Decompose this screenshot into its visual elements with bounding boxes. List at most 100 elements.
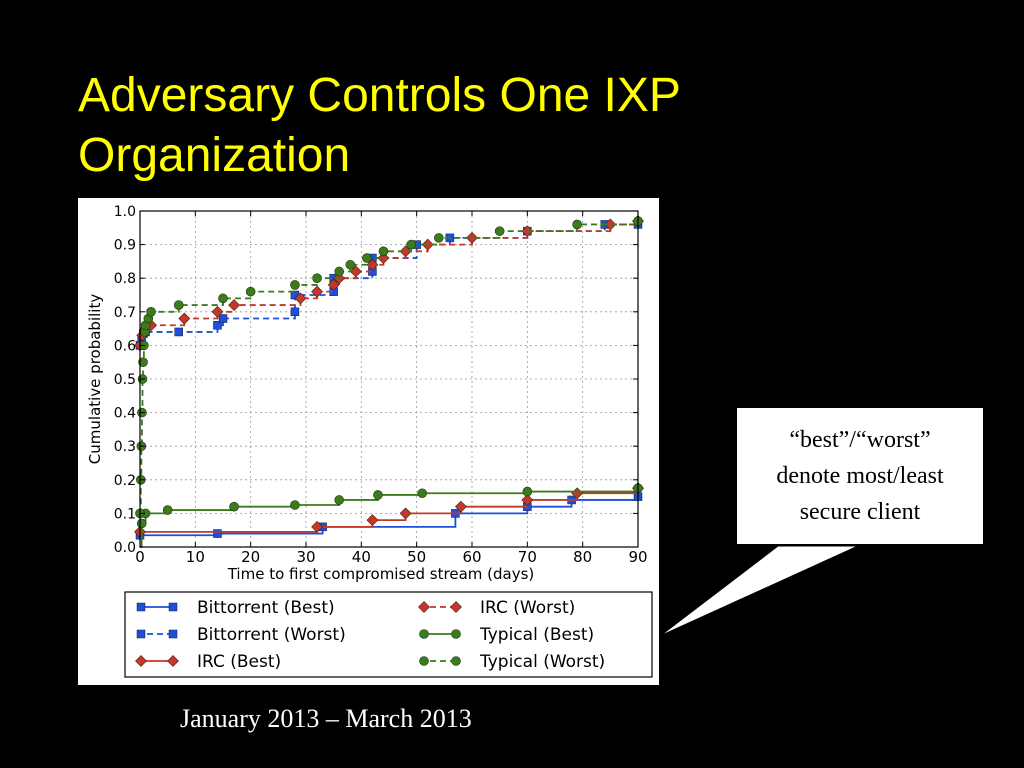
data-point [399,507,412,520]
data-point [211,305,224,318]
x-tick-label: 50 [407,548,426,566]
x-tick-label: 40 [352,548,371,566]
data-point [522,486,533,497]
data-point [229,501,239,512]
callout-line-3: secure client [799,499,921,525]
legend: Bittorrent (Best) IRC (Worst) Bittorrent (… [124,591,653,678]
data-point [213,320,222,330]
legend-label: IRC (Worst) [480,598,575,618]
y-tick-label: 0.1 [114,506,136,522]
date-range-caption: January 2013 – March 2013 [180,704,472,733]
data-point [138,357,148,367]
legend-marker [419,629,429,639]
data-point [421,238,434,251]
slide-title-line-2: Organization [78,129,351,182]
x-tick-label: 80 [573,548,592,566]
y-tick-label: 0.6 [114,338,136,354]
data-point [178,312,191,325]
data-point [294,292,307,305]
data-point [311,520,323,533]
data-point [218,314,228,323]
y-tick-label: 0.4 [114,406,136,422]
data-point [604,218,617,231]
y-axis-label: Cumulative probability [86,294,104,465]
legend-item: Bittorrent (Best) [136,598,335,618]
data-point [572,219,582,230]
data-point [290,307,300,317]
data-point [173,300,184,310]
legend-marker [451,629,461,639]
chart-panel: 0 10 20 30 40 50 60 70 80 90 0.0 0.1 0.2 0.3 0.4 0.5 0.6… [78,198,659,685]
legend-item: IRC (Best) [135,652,281,672]
legend-marker [451,656,461,666]
data-point [146,307,156,317]
y-tick-label: 0.3 [114,439,136,455]
x-tick-label: 60 [462,548,481,566]
legend-marker [136,629,146,639]
legend-item: Typical (Worst) [419,652,605,672]
series-3 [134,482,644,538]
legend-marker [135,655,147,667]
data-point [290,280,300,290]
y-tick-label: 1.0 [114,204,136,220]
data-point [521,225,534,238]
data-point [290,500,300,510]
legend-marker [168,629,178,639]
legend-item: Bittorrent (Worst) [136,625,346,645]
callout-line-2: denote most/least [776,463,944,489]
legend-marker [168,602,178,612]
legend-label: Bittorrent (Best) [197,598,335,618]
y-tick-label: 0.0 [114,540,136,556]
data-point [218,293,228,304]
legend-label: Bittorrent (Worst) [197,625,346,645]
legend-marker [418,601,430,613]
legend-marker [419,656,429,666]
callout-text: “best”/“worst” denote most/least secure … [768,422,951,530]
y-tick-label: 0.2 [114,473,136,489]
tick-labels: 0 10 20 30 40 50 60 70 80 90 0.0 0.1 0.2 0.3 0.4 0.5 0.6… [114,204,648,566]
data-point [213,529,222,538]
series-line [140,221,639,347]
legend-label: IRC (Best) [197,652,281,672]
slide-title: Adversary Controls One IXP Organization [78,66,978,186]
series-line [140,223,638,347]
legend-item: Typical (Best) [419,625,594,645]
data-point [162,505,173,515]
y-tick-label: 0.7 [114,305,136,321]
data-point [417,488,428,499]
legend-marker [167,655,179,667]
data-point [466,231,478,244]
data-point [373,490,383,500]
data-point [366,514,379,527]
y-tick-label: 0.8 [114,271,136,287]
data-point [378,246,389,257]
data-point [362,253,372,263]
x-tick-label: 30 [296,548,315,566]
callout-line-1: “best”/“worst” [789,427,931,453]
y-tick-label: 0.5 [114,372,136,388]
data-point [406,239,416,250]
slide-title-line-1: Adversary Controls One IXP [78,69,681,122]
legend-frame [124,591,653,678]
data-point [327,278,340,291]
data-point [377,252,390,264]
legend-label: Typical (Worst) [479,652,605,672]
y-tick-label: 0.9 [114,238,136,254]
data-point [455,500,467,513]
data-point [399,245,412,258]
data-point [494,226,505,236]
cdf-chart: 0 10 20 30 40 50 60 70 80 90 0.0 0.1 0.2 0.3 0.4 0.5 0.6… [86,204,653,678]
data-point [228,299,240,312]
data-point [312,273,322,283]
data-point [345,259,356,270]
x-tick-label: 0 [135,548,145,566]
data-point [349,265,362,278]
data-point [245,286,256,297]
legend-label: Typical (Best) [479,625,594,645]
x-tick-label: 90 [628,548,647,566]
x-tick-label: 70 [518,548,537,566]
legend-item: IRC (Worst) [418,598,575,618]
legend-marker [136,602,146,612]
data-point [366,258,379,271]
